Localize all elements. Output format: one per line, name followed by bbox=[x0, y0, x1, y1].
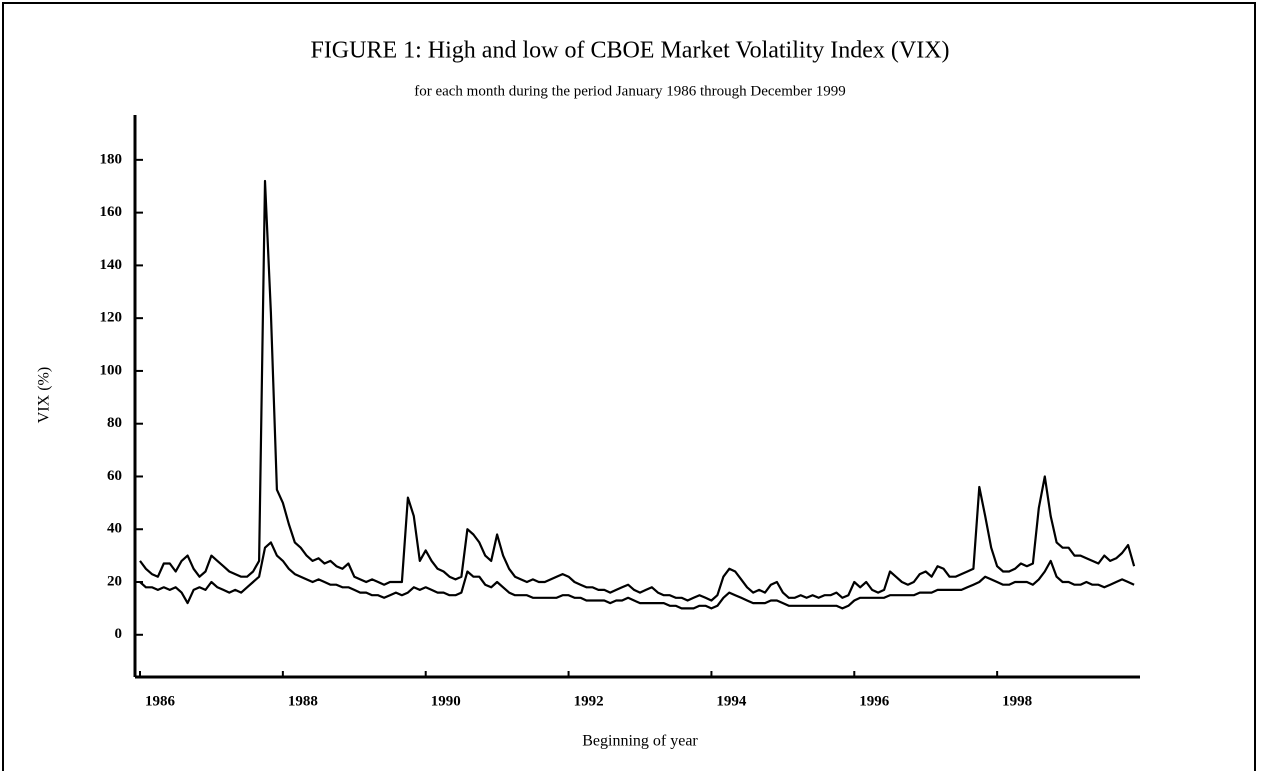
y-tick-label: 60 bbox=[107, 468, 122, 484]
y-tick-label: 40 bbox=[107, 521, 122, 537]
x-tick-label: 1988 bbox=[288, 693, 318, 709]
y-axis-label: VIX (%) bbox=[36, 367, 53, 423]
y-tick-label: 140 bbox=[100, 257, 123, 273]
y-tick-label: 120 bbox=[100, 310, 123, 326]
x-tick-label: 1986 bbox=[145, 693, 176, 709]
y-tick-label: 20 bbox=[107, 573, 122, 589]
series-line bbox=[139, 541, 1135, 610]
chart-title: FIGURE 1: High and low of CBOE Market Vo… bbox=[310, 38, 949, 64]
y-tick-label: 80 bbox=[107, 415, 122, 431]
y-tick-label: 0 bbox=[115, 626, 123, 642]
x-tick-label: 1996 bbox=[859, 693, 890, 709]
y-tick-label: 100 bbox=[100, 362, 123, 378]
y-tick-label: 160 bbox=[100, 204, 123, 220]
y-tick-label: 180 bbox=[100, 151, 123, 167]
x-tick-label: 1994 bbox=[716, 693, 747, 709]
chart-subtitle: for each month during the period January… bbox=[414, 83, 846, 99]
x-tick-label: 1992 bbox=[574, 693, 604, 709]
x-tick-label: 1990 bbox=[431, 693, 461, 709]
x-axis-label: Beginning of year bbox=[582, 733, 698, 750]
x-tick-label: 1998 bbox=[1002, 693, 1032, 709]
series-line bbox=[139, 179, 1136, 602]
